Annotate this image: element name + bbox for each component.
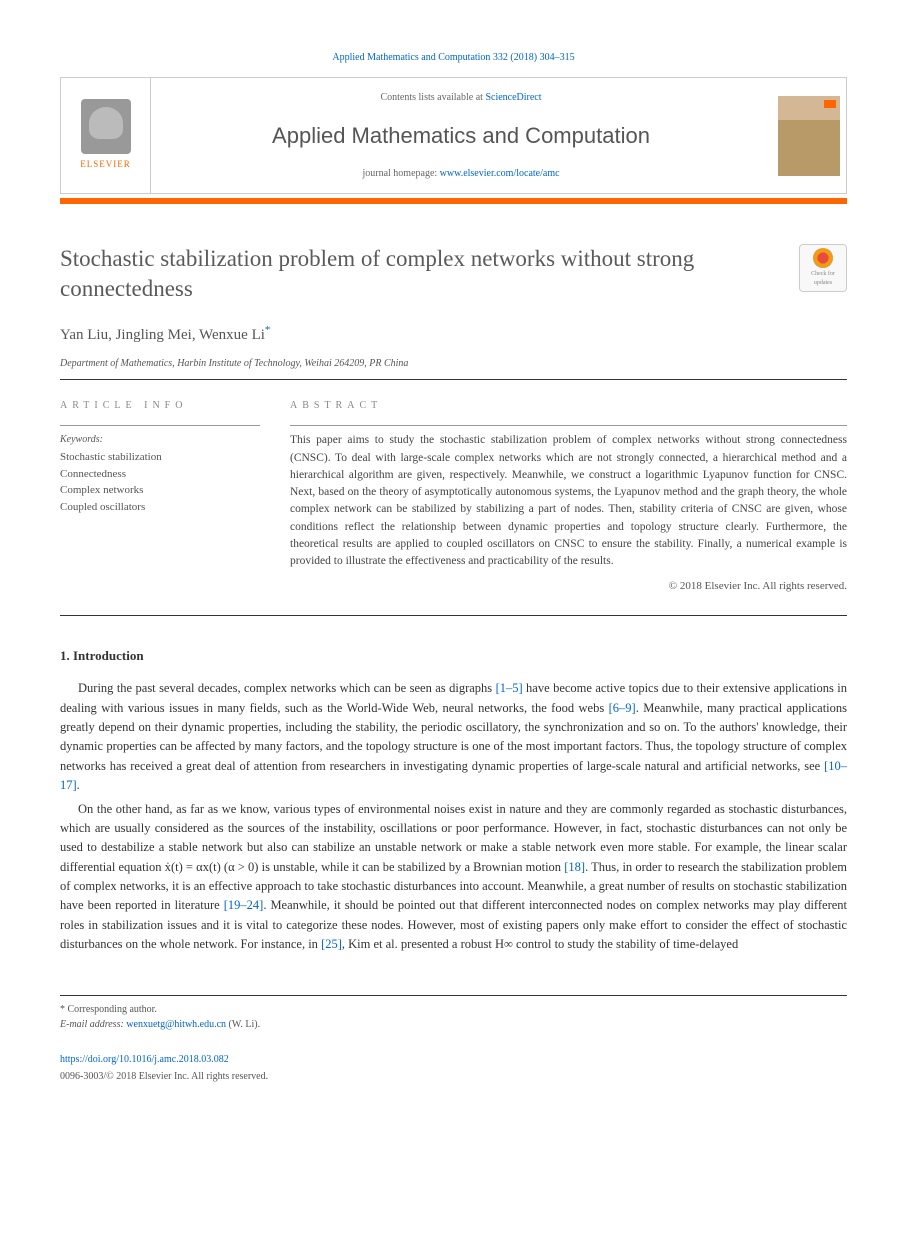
article-info-label: ARTICLE INFO <box>60 398 260 413</box>
journal-name: Applied Mathematics and Computation <box>163 119 759 152</box>
top-citation: Applied Mathematics and Computation 332 … <box>60 50 847 65</box>
intro-paragraph-2: On the other hand, as far as we know, va… <box>60 800 847 955</box>
author-list: Yan Liu, Jingling Mei, Wenxue Li* <box>60 322 847 347</box>
abstract-label: ABSTRACT <box>290 398 847 413</box>
footnotes: * Corresponding author. E-mail address: … <box>60 995 847 1032</box>
journal-header: ELSEVIER Contents lists available at Sci… <box>60 77 847 194</box>
p1-end: . <box>77 778 80 792</box>
homepage-prefix: journal homepage: <box>362 168 439 179</box>
divider-top <box>60 379 847 380</box>
email-link[interactable]: wenxuetg@hitwh.edu.cn <box>126 1019 226 1030</box>
contents-prefix: Contents lists available at <box>380 92 485 103</box>
intro-paragraph-1: During the past several decades, complex… <box>60 679 847 795</box>
keyword-item: Complex networks <box>60 482 260 499</box>
homepage-line: journal homepage: www.elsevier.com/locat… <box>163 166 759 181</box>
p2-end: , Kim et al. presented a robust H∞ contr… <box>342 937 738 951</box>
issn-line: 0096-3003/© 2018 Elsevier Inc. All right… <box>60 1069 847 1084</box>
email-suffix: (W. Li). <box>226 1019 260 1030</box>
ref-link[interactable]: [19–24] <box>224 898 264 912</box>
keywords-label: Keywords: <box>60 432 260 447</box>
corresponding-mark: * <box>265 324 271 336</box>
keywords-divider <box>60 425 260 426</box>
keyword-item: Coupled oscillators <box>60 499 260 516</box>
authors-text: Yan Liu, Jingling Mei, Wenxue Li <box>60 327 265 343</box>
crossmark-l1: Check for <box>811 270 835 279</box>
crossmark-l2: updates <box>814 279 832 288</box>
ref-link[interactable]: [1–5] <box>496 681 523 695</box>
ref-link[interactable]: [18] <box>564 860 585 874</box>
sciencedirect-link[interactable]: ScienceDirect <box>485 92 541 103</box>
copyright-line: © 2018 Elsevier Inc. All rights reserved… <box>290 578 847 595</box>
ref-link[interactable]: [25] <box>321 937 342 951</box>
keyword-item: Connectedness <box>60 466 260 483</box>
cover-thumbnail-icon <box>778 96 840 176</box>
email-label: E-mail address: <box>60 1019 126 1030</box>
affiliation: Department of Mathematics, Harbin Instit… <box>60 356 847 371</box>
homepage-link[interactable]: www.elsevier.com/locate/amc <box>440 168 560 179</box>
intro-heading: 1. Introduction <box>60 646 847 666</box>
p1-pre: During the past several decades, complex… <box>78 681 496 695</box>
header-center: Contents lists available at ScienceDirec… <box>151 78 771 193</box>
crossmark-icon <box>813 248 833 268</box>
email-line: E-mail address: wenxuetg@hitwh.edu.cn (W… <box>60 1017 847 1032</box>
footer: https://doi.org/10.1016/j.amc.2018.03.08… <box>60 1052 847 1084</box>
corresponding-note: * Corresponding author. <box>60 1002 847 1017</box>
abstract-column: ABSTRACT This paper aims to study the st… <box>290 398 847 595</box>
elsevier-tree-icon <box>81 99 131 154</box>
divider-bottom <box>60 615 847 616</box>
doi-link[interactable]: https://doi.org/10.1016/j.amc.2018.03.08… <box>60 1054 229 1065</box>
crossmark-badge[interactable]: Check for updates <box>799 244 847 292</box>
ref-link[interactable]: [6–9] <box>609 701 636 715</box>
elsevier-logo: ELSEVIER <box>61 78 151 193</box>
elsevier-label: ELSEVIER <box>80 158 131 172</box>
keyword-item: Stochastic stabilization <box>60 449 260 466</box>
abstract-divider <box>290 425 847 426</box>
article-info-column: ARTICLE INFO Keywords: Stochastic stabil… <box>60 398 260 595</box>
abstract-text: This paper aims to study the stochastic … <box>290 432 847 570</box>
article-title: Stochastic stabilization problem of comp… <box>60 244 799 304</box>
journal-cover <box>771 78 846 193</box>
contents-line: Contents lists available at ScienceDirec… <box>163 90 759 105</box>
orange-divider <box>60 198 847 204</box>
